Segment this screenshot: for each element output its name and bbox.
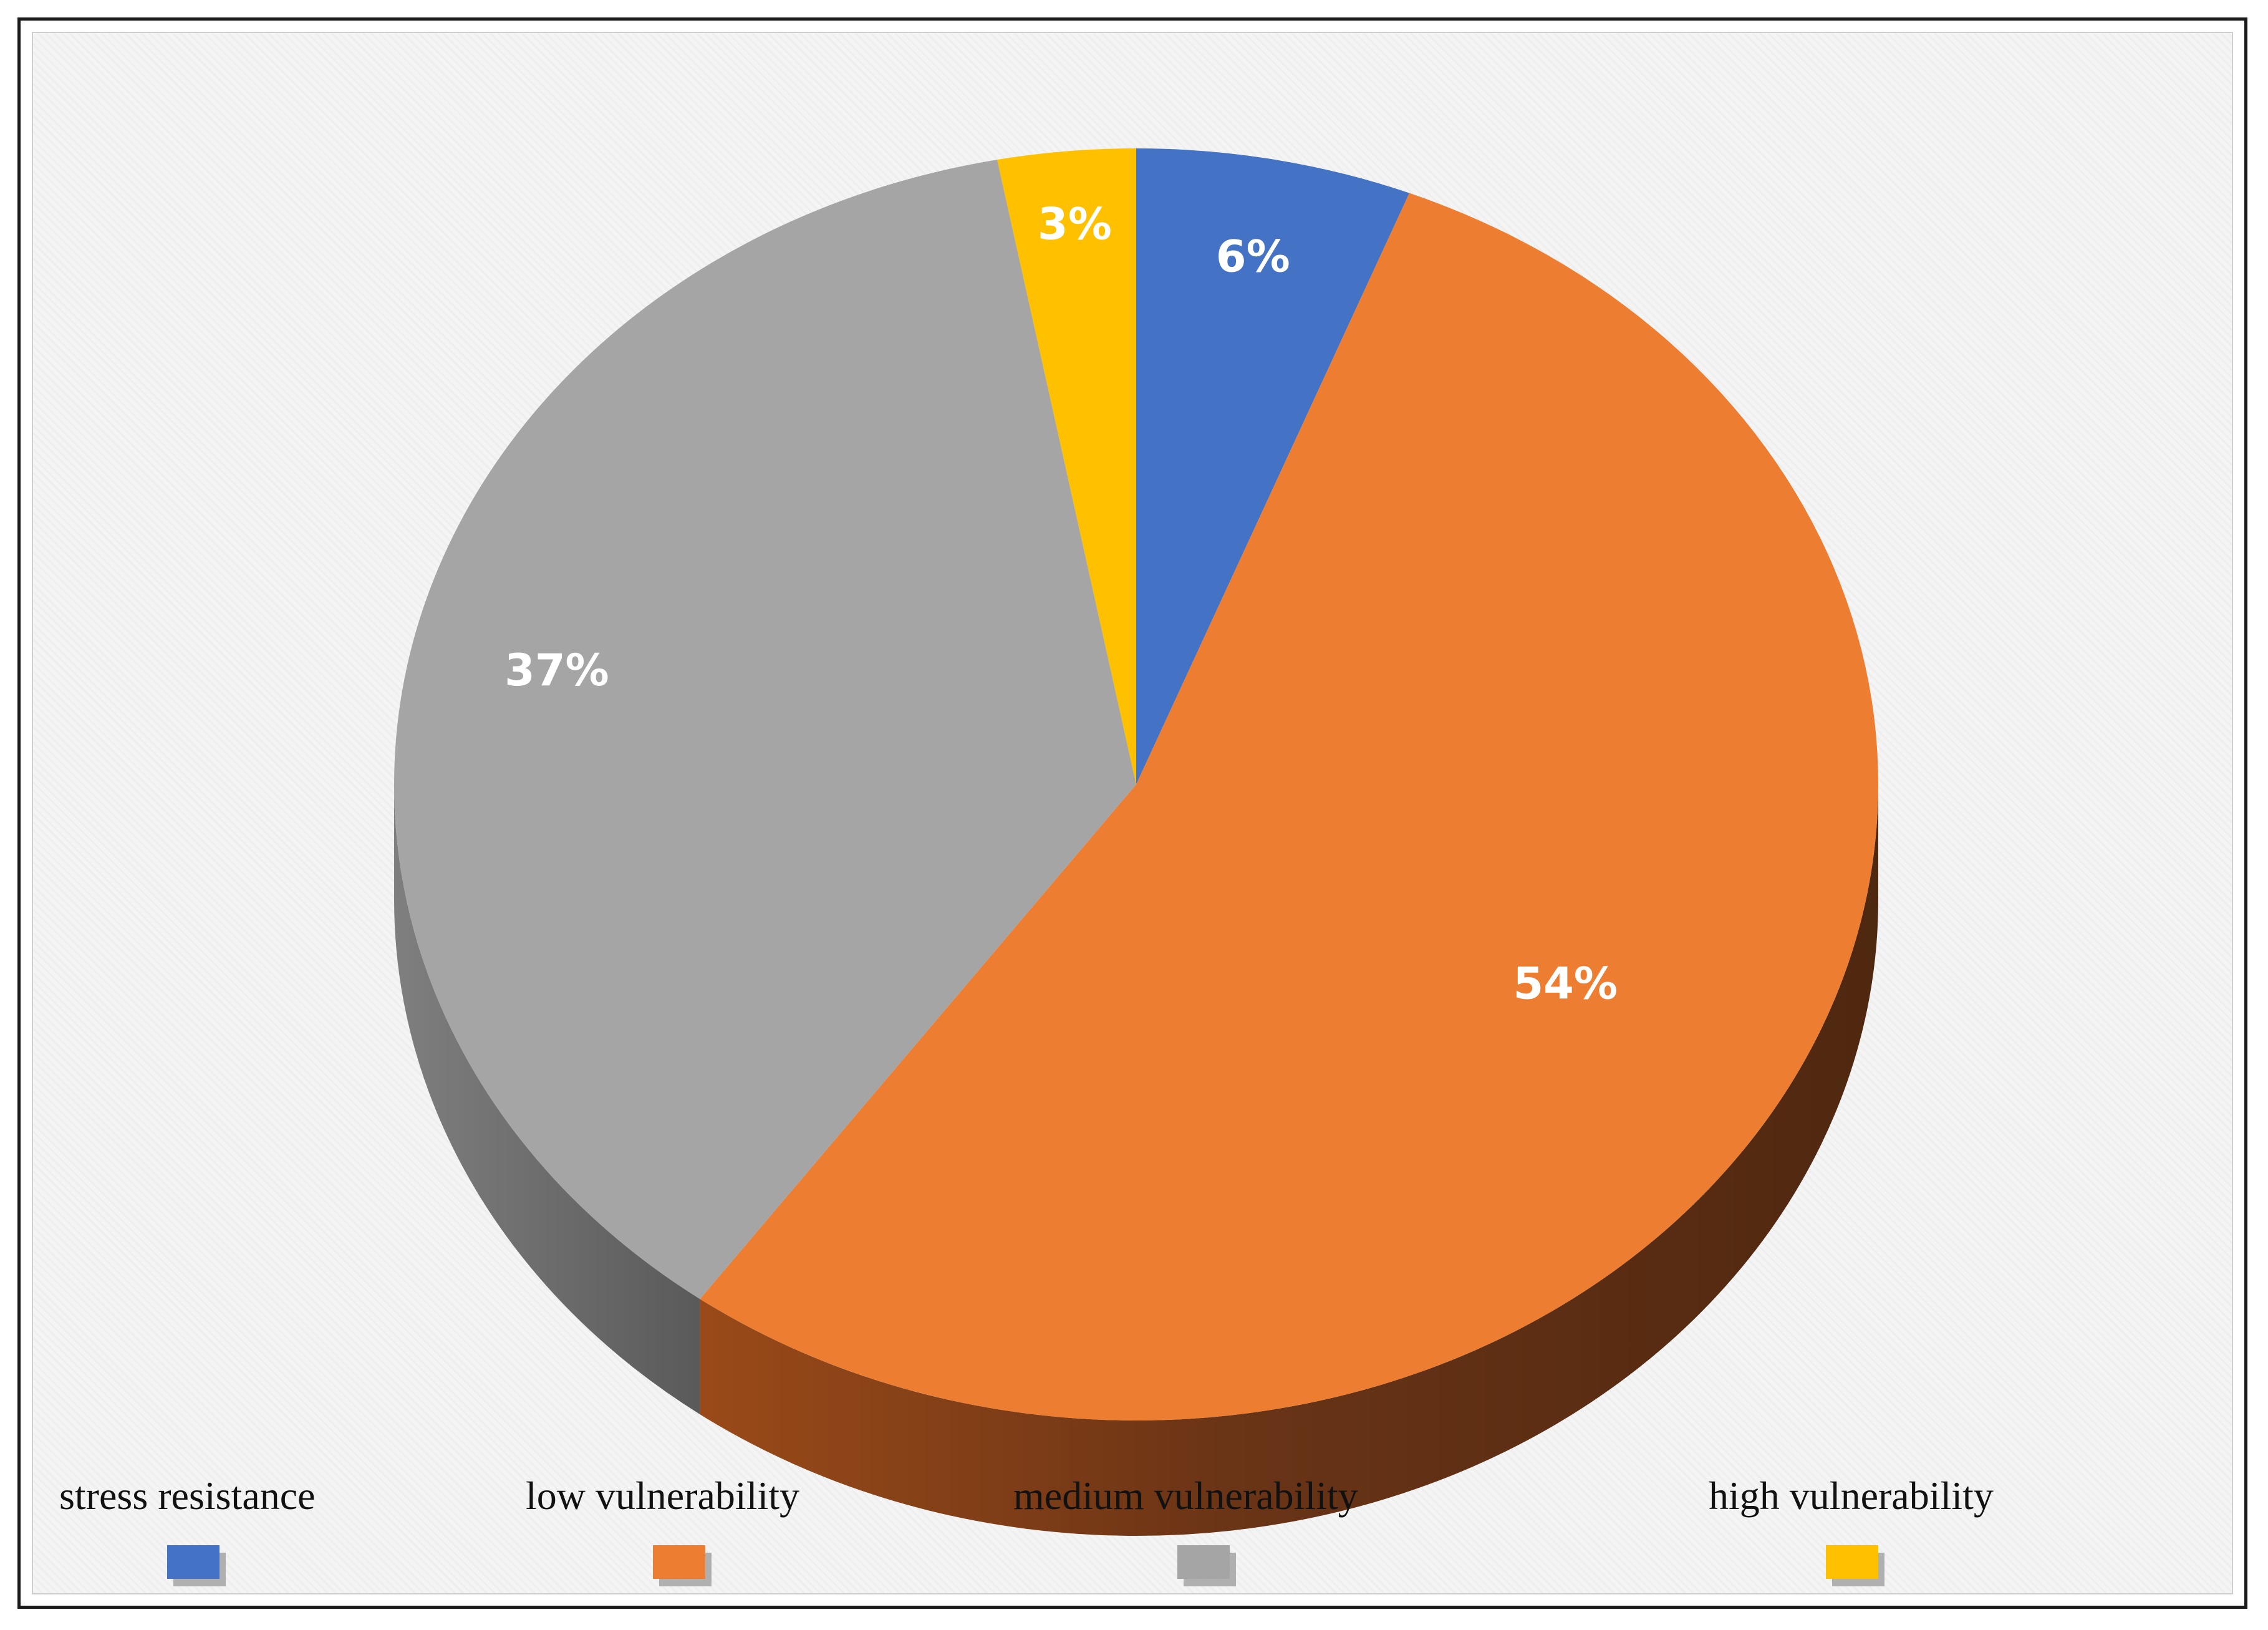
legend-swatch-low-vulnerability — [653, 1545, 705, 1579]
legend: stress resistance low vulnerability medium… — [59, 1473, 1994, 1586]
slice-low-vulnerability — [700, 193, 1879, 1421]
legend-swatch-stress-resistance — [167, 1545, 220, 1579]
pie-depth-group — [394, 784, 1878, 1536]
slice-depth-low-vulnerability — [700, 784, 1878, 1536]
pie-slices-group — [394, 148, 1879, 1421]
slice-stress-resistance — [1136, 148, 1410, 784]
legend-label-stress-resistance: stress resistance — [59, 1473, 316, 1518]
pie-labels-group: 6% 54% 37% 3% — [504, 198, 1618, 1009]
legend-swatch-high-vulnerability — [1826, 1545, 1878, 1579]
data-label-low-vulnerability: 54% — [1513, 958, 1618, 1009]
slice-medium-vulnerability — [394, 160, 1136, 1300]
slice-depth-medium-vulnerability — [394, 784, 700, 1415]
legend-label-medium-vulnerability: medium vulnerability — [1013, 1473, 1358, 1518]
legend-swatch-medium-vulnerability — [1177, 1545, 1230, 1579]
data-label-medium-vulnerability: 37% — [504, 645, 609, 696]
data-label-stress-resistance: 6% — [1216, 231, 1290, 282]
legend-label-low-vulnerability: low vulnerability — [526, 1473, 799, 1518]
legend-label-high-vulnerability: high vulnerability — [1709, 1473, 1994, 1518]
data-label-high-vulnerability: 3% — [1038, 198, 1112, 249]
slice-high-vulnerability — [997, 148, 1136, 784]
